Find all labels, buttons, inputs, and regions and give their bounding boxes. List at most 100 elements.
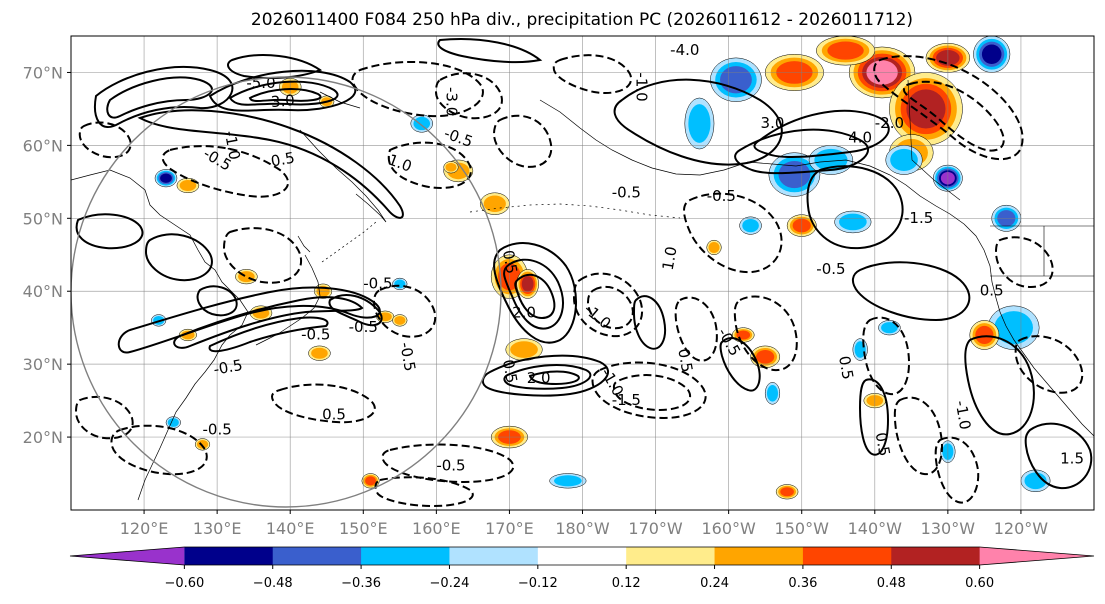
contour-negative	[572, 272, 643, 338]
colorbar-extend-max	[979, 547, 1094, 565]
precip-cell-21	[487, 198, 503, 210]
lon-tick-label: 170°W	[628, 519, 683, 538]
lon-tick-label: 150°W	[775, 519, 830, 538]
contour-label: -3.0	[442, 87, 460, 116]
lat-tick-label: 20°N	[23, 428, 63, 447]
contour-positive	[328, 294, 383, 327]
contour-label: 3.0	[270, 91, 295, 111]
contour-negative	[372, 284, 437, 338]
contour-label: -1.5	[904, 209, 933, 227]
contour-label: 0.5	[499, 249, 521, 276]
contour-label: 2.0	[527, 369, 551, 387]
contour-label: -0.5	[396, 341, 419, 373]
contour-positive	[248, 88, 322, 103]
precip-cell-32	[366, 477, 375, 484]
colorbar-segment	[361, 547, 450, 565]
reference-circle	[71, 76, 502, 508]
contour-label: -0.5	[816, 260, 845, 278]
contour-label: -0.5	[363, 274, 392, 292]
lat-tick-label: 70°N	[23, 63, 63, 82]
contour-negative	[552, 54, 633, 94]
contour-negative	[674, 296, 718, 362]
precip-cell-18	[182, 181, 194, 190]
precip-cell-8	[783, 165, 806, 185]
contour-label: -0.5	[612, 183, 641, 201]
contour-positive	[964, 335, 1035, 436]
precip-cell-10	[894, 152, 914, 168]
colorbar-tick-label: 0.36	[788, 576, 817, 591]
lat-tick-label: 50°N	[23, 209, 63, 228]
precip-cell-51	[169, 419, 178, 426]
lon-tick-label: 120°W	[994, 519, 1049, 538]
contour-label: -1.5	[612, 391, 641, 409]
north-america-coastline	[963, 223, 1094, 437]
contour-label: 1.0	[659, 245, 681, 272]
precip-cell-3	[832, 44, 859, 57]
colorbar: −0.60 −0.48 −0.36 −0.24 −0.12 0.12 0.24 0.36 0.4…	[69, 546, 1095, 591]
contour-label: 0.5	[980, 282, 1004, 300]
colorbar-segment	[537, 547, 627, 565]
contour-negative	[873, 55, 1024, 160]
precip-cell-9	[819, 152, 843, 168]
contour-label: -0.5	[203, 420, 232, 438]
lon-tick-label: 140°W	[848, 519, 903, 538]
contour-positive	[613, 78, 783, 166]
precip-cell-42	[768, 387, 777, 399]
precip-cell-14	[1000, 316, 1027, 339]
contour-positive	[806, 165, 904, 250]
contour-negative	[492, 114, 553, 168]
contour-negative	[374, 476, 474, 508]
contour-positive	[514, 273, 556, 320]
precip-cell-39	[843, 216, 863, 228]
contour-positive	[734, 128, 869, 175]
lon-tick-label: 160°E	[412, 519, 461, 538]
precip-cell-19	[416, 119, 428, 129]
colorbar-tick-label: 0.12	[612, 576, 641, 591]
contour-label: 0.5	[499, 358, 521, 385]
lon-tick-label: 130°E	[193, 519, 242, 538]
precip-cell-6	[724, 70, 748, 90]
lon-tick-label: 150°E	[339, 519, 388, 538]
reference-circle	[71, 76, 502, 508]
contour-label: 0.5	[322, 406, 346, 424]
lon-tick-label: 140°E	[266, 519, 315, 538]
contour-positive	[137, 109, 404, 219]
contour-negative	[74, 395, 134, 440]
contour-positive	[858, 378, 890, 456]
contour-positive	[75, 213, 144, 250]
precip-cell-26	[313, 349, 326, 357]
precip-cell-35	[396, 317, 404, 324]
divergence-contours	[74, 37, 1093, 508]
kuril-islands	[321, 221, 377, 263]
contour-negative	[161, 145, 289, 198]
contour-positive	[208, 316, 329, 353]
colorbar-segment	[626, 547, 716, 565]
contour-positive	[437, 37, 543, 64]
contour-label: -1.0	[632, 72, 650, 101]
contour-positive	[503, 364, 592, 390]
contour-positive	[173, 296, 364, 349]
contour-negative	[591, 361, 707, 420]
contour-label: 0.5	[674, 347, 696, 374]
contour-negative	[78, 121, 132, 159]
precip-cell-13	[984, 47, 999, 62]
colorbar-tick-label: 0.60	[965, 576, 994, 591]
japan-coastline	[255, 235, 321, 346]
contour-positive	[208, 69, 357, 112]
colorbar-tick-label: −0.48	[253, 576, 293, 591]
contour-negative	[683, 192, 783, 274]
contour-negative	[271, 383, 376, 424]
contour-positive	[94, 66, 234, 128]
asia-coastline	[71, 169, 249, 501]
contour-positive	[482, 354, 609, 397]
contour-positive	[719, 337, 761, 392]
alaska-coastline	[539, 99, 965, 225]
precip-cell-37	[744, 221, 757, 231]
contour-positive	[196, 285, 238, 317]
contour-negative	[733, 295, 798, 372]
contour-label: -0.5	[212, 356, 244, 379]
colorbar-tick-label: −0.24	[430, 576, 470, 591]
precip-cell-33	[558, 477, 578, 485]
latitude-tick-labels: 70°N 60°N 50°N 40°N 30°N 20°N	[23, 63, 71, 447]
kamchatka-coastline	[299, 91, 387, 223]
